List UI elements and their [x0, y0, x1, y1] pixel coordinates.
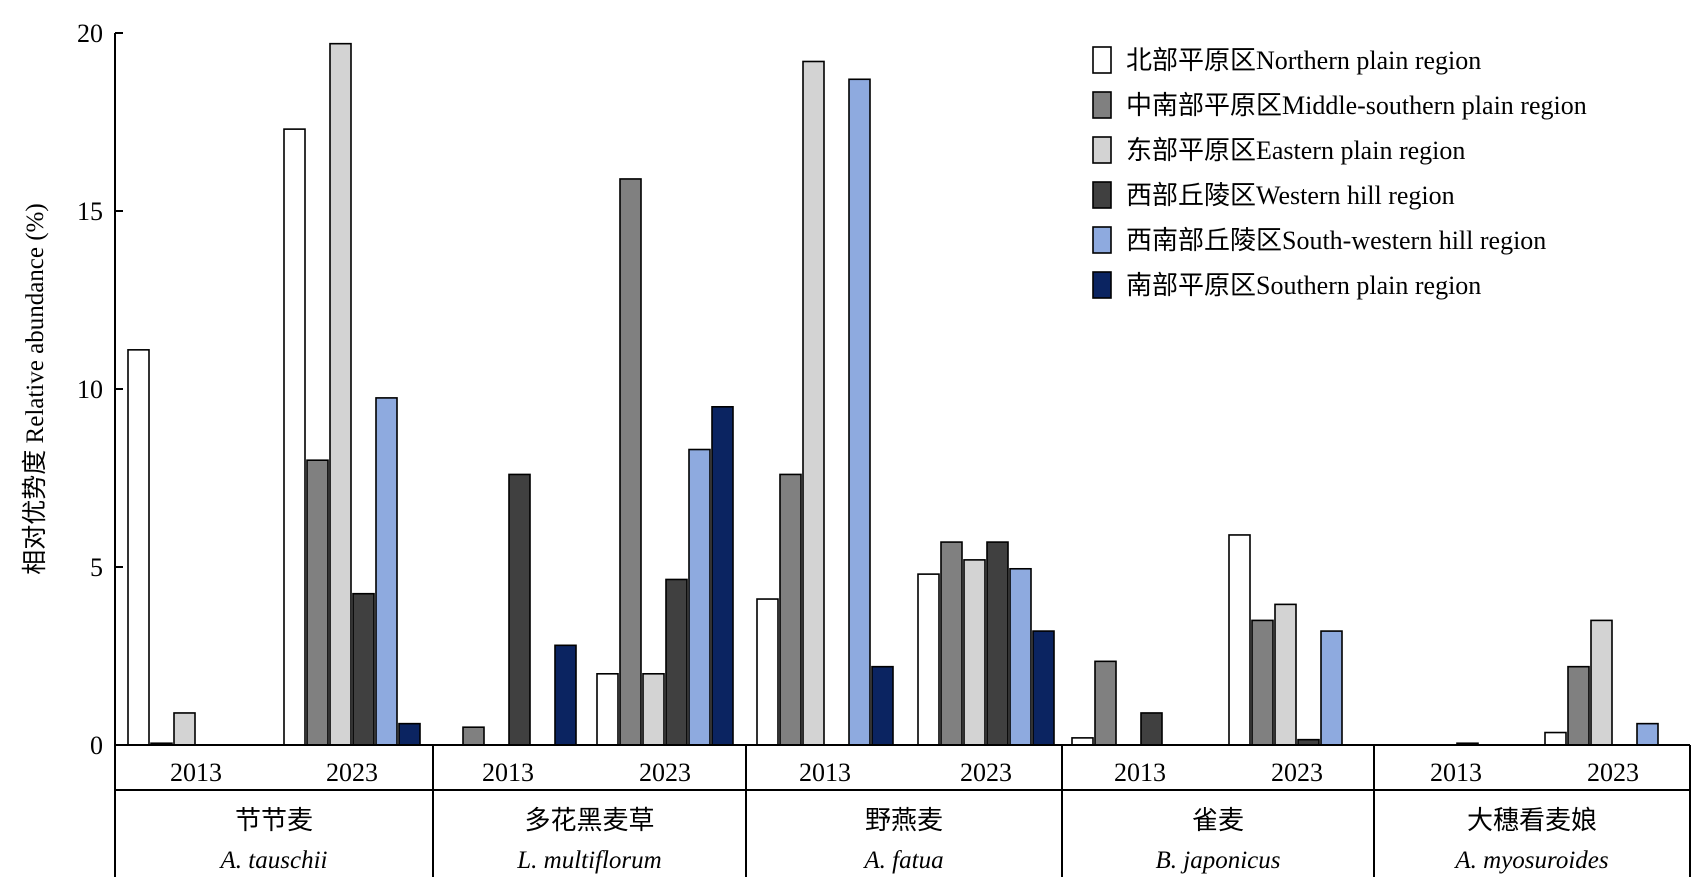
year-label-1-a: 2013 [170, 758, 222, 787]
bar-2-cluster-6 [940, 541, 963, 746]
bar-4-cluster-6 [986, 541, 1009, 746]
bar-2-cluster-4 [619, 178, 642, 746]
legend-swatch-2 [1092, 91, 1112, 119]
legend-swatch-5 [1092, 226, 1112, 254]
species-cn-label-1: 节节麦 [235, 806, 313, 835]
bar-1-cluster-5 [756, 598, 779, 746]
species-latin-label-1: A. tauschii [219, 847, 328, 874]
bar-5-cluster-10 [1636, 722, 1659, 746]
bar-1-cluster-10 [1544, 731, 1567, 746]
y-tick-label-0: 0 [90, 731, 103, 760]
bar-4-cluster-4 [665, 578, 688, 746]
bar-5-cluster-8 [1320, 630, 1343, 746]
bar-5-cluster-5 [848, 78, 871, 746]
bar-4-cluster-7 [1140, 712, 1163, 746]
legend-label-4: 西部丘陵区Western hill region [1126, 181, 1455, 210]
bar-2-cluster-10 [1567, 665, 1590, 746]
bar-2-cluster-7 [1094, 660, 1117, 746]
year-label-3-a: 2013 [799, 758, 851, 787]
bar-1-cluster-8 [1228, 534, 1251, 746]
legend-label-3: 东部平原区Eastern plain region [1126, 136, 1465, 165]
bar-1-cluster-4 [596, 672, 619, 746]
bar-1-cluster-6 [917, 573, 940, 746]
legend-swatch-4 [1092, 181, 1112, 209]
bar-4-cluster-3 [508, 473, 531, 746]
year-label-2-b: 2023 [639, 758, 691, 787]
bar-6-cluster-2 [398, 722, 421, 746]
year-label-3-b: 2023 [960, 758, 1012, 787]
species-cn-label-3: 野燕麦 [865, 806, 943, 835]
species-cn-label-4: 雀麦 [1192, 806, 1244, 835]
y-tick-label-5: 5 [90, 553, 103, 582]
bar-3-cluster-2 [329, 42, 352, 746]
legend-label-6: 南部平原区Southern plain region [1126, 271, 1481, 300]
species-cn-label-5: 大穗看麦娘 [1467, 806, 1597, 835]
y-tick-label-10: 10 [77, 375, 103, 404]
bar-1-cluster-2 [283, 128, 306, 746]
axes-layer [114, 32, 1691, 877]
labels-layer: 0 5 10 15 20 2013 2023 节节麦 A. tauschii 2013 2023 多花… [21, 19, 1639, 874]
legend-swatch-3 [1092, 136, 1112, 164]
y-tick-label-15: 15 [77, 197, 103, 226]
year-label-4-a: 2013 [1114, 758, 1166, 787]
bar-3-cluster-5 [802, 60, 825, 746]
bar-3-cluster-1 [173, 712, 196, 746]
legend-label-1: 北部平原区Northern plain region [1126, 46, 1481, 75]
bar-6-cluster-3 [554, 644, 577, 746]
legend-swatch-6 [1092, 271, 1112, 299]
species-latin-label-5: A. myosuroides [1453, 847, 1608, 874]
bar-2-cluster-8 [1251, 619, 1274, 746]
bar-6-cluster-5 [871, 665, 894, 746]
bar-3-cluster-6 [963, 559, 986, 746]
year-label-2-a: 2013 [482, 758, 534, 787]
bar-6-cluster-6 [1032, 630, 1055, 746]
bar-5-cluster-2 [375, 397, 398, 746]
bar-3-cluster-4 [642, 672, 665, 746]
bar-3-cluster-10 [1590, 619, 1613, 746]
bar-3-cluster-8 [1274, 603, 1297, 746]
y-tick-label-20: 20 [77, 19, 103, 48]
species-latin-label-3: A. fatua [862, 847, 943, 874]
species-cn-label-2: 多花黑麦草 [524, 806, 654, 835]
year-label-4-b: 2023 [1271, 758, 1323, 787]
species-latin-label-2: L. multiflorum [516, 847, 661, 874]
bar-6-cluster-4 [711, 405, 734, 746]
year-label-1-b: 2023 [326, 758, 378, 787]
bar-2-cluster-5 [779, 473, 802, 746]
bar-5-cluster-6 [1009, 567, 1032, 746]
legend-label-2: 中南部平原区Middle-southern plain region [1126, 91, 1587, 120]
year-label-5-a: 2013 [1430, 758, 1482, 787]
bar-5-cluster-4 [688, 448, 711, 746]
legend-label-5: 西南部丘陵区South-western hill region [1126, 226, 1546, 255]
bar-2-cluster-3 [462, 726, 485, 746]
legend: 北部平原区Northern plain region 中南部平原区Middle-s… [1092, 46, 1587, 300]
year-label-5-b: 2023 [1587, 758, 1639, 787]
bar-4-cluster-2 [352, 592, 375, 746]
y-axis-title: 相对优势度 Relative abundance (%) [21, 203, 49, 574]
bar-2-cluster-2 [306, 459, 329, 746]
bar-1-cluster-7 [1071, 737, 1094, 746]
bar-1-cluster-1 [127, 349, 150, 746]
legend-swatch-1 [1092, 46, 1112, 74]
species-latin-label-4: B. japonicus [1156, 847, 1281, 874]
